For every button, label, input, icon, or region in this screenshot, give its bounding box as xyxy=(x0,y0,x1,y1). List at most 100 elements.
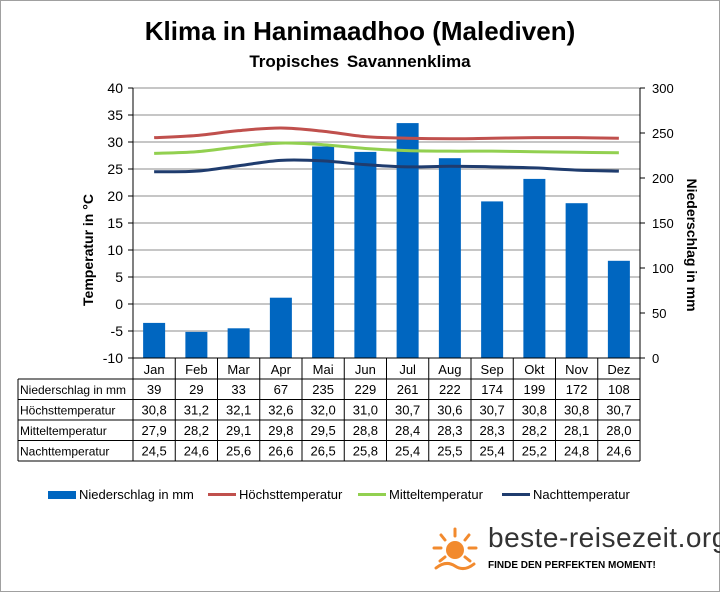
table-cell: 222 xyxy=(439,382,461,397)
y-tick-label-right: 300 xyxy=(652,81,674,96)
y-tick-label-left: 25 xyxy=(107,161,123,177)
line-hoechsttemperatur xyxy=(154,126,619,141)
table-cell: 25,5 xyxy=(437,444,462,459)
table-cell: 30,7 xyxy=(606,403,631,418)
brand-logo[interactable]: beste-reisezeit.org FINDE DEN PERFEKTEN … xyxy=(430,520,720,580)
category-label: Feb xyxy=(185,362,207,377)
table-cell: 28,2 xyxy=(184,423,209,438)
table-cell: 28,3 xyxy=(437,423,462,438)
legend-item-mittel: Mitteltemperatur xyxy=(358,487,483,502)
table-cell: 108 xyxy=(608,382,630,397)
table-cell: 29 xyxy=(189,382,203,397)
category-label: Okt xyxy=(524,362,545,377)
y-tick-label-left: 30 xyxy=(107,134,123,150)
bar-niederschlag xyxy=(312,146,335,358)
table-cell: 29,1 xyxy=(226,423,251,438)
bar-niederschlag xyxy=(438,158,461,358)
table-cell: 25,6 xyxy=(226,444,251,459)
y-tick-label-left: -10 xyxy=(103,350,123,366)
table-cell: 24,6 xyxy=(606,444,631,459)
y-tick-label-right: 250 xyxy=(652,126,674,141)
bar-niederschlag xyxy=(481,201,504,358)
legend-label: Nachttemperatur xyxy=(533,487,630,502)
bar-niederschlag xyxy=(523,178,546,358)
legend-item-hoechst: Höchsttemperatur xyxy=(208,487,342,502)
category-label: Apr xyxy=(271,362,292,377)
table-cell: 30,7 xyxy=(479,403,504,418)
y-tick-label-right: 150 xyxy=(652,216,674,231)
y-tick-label-left: 10 xyxy=(107,242,123,258)
legend-label: Mitteltemperatur xyxy=(389,487,483,502)
category-label: Nov xyxy=(565,362,589,377)
chart-subtitle: Tropisches Savannenklima xyxy=(249,52,471,71)
table-cell: 235 xyxy=(312,382,334,397)
bar-niederschlag xyxy=(396,123,419,358)
y-tick-label-left: 20 xyxy=(107,188,123,204)
category-label: Aug xyxy=(438,362,461,377)
table-cell: 28,8 xyxy=(353,423,378,438)
table-cell: 31,2 xyxy=(184,403,209,418)
line-nachttemperatur xyxy=(154,158,619,174)
legend-label: Niederschlag in mm xyxy=(79,487,194,502)
legend-item-niederschlag: Niederschlag in mm xyxy=(48,487,194,502)
table-cell: 28,2 xyxy=(522,423,547,438)
table-cell: 24,5 xyxy=(141,444,166,459)
table-cell: 30,8 xyxy=(522,403,547,418)
category-label: Jun xyxy=(355,362,376,377)
brand-name: beste-reisezeit.org xyxy=(488,522,720,553)
category-label: Dez xyxy=(607,362,630,377)
table-cell: 27,9 xyxy=(141,423,166,438)
bar-niederschlag xyxy=(354,151,377,358)
table-cell: 261 xyxy=(397,382,419,397)
y-tick-label-right: 50 xyxy=(652,306,666,321)
table-cell: 32,1 xyxy=(226,403,251,418)
sun-icon xyxy=(432,527,478,571)
bar-niederschlag xyxy=(227,328,250,358)
table-cell: 26,6 xyxy=(268,444,293,459)
table-cell: 29,5 xyxy=(310,423,335,438)
table-cell: 31,0 xyxy=(353,403,378,418)
table-cell: 25,2 xyxy=(522,444,547,459)
y-tick-label-left: 35 xyxy=(107,107,123,123)
table-cell: 25,4 xyxy=(395,444,420,459)
y-tick-label-right: 100 xyxy=(652,261,674,276)
table-cell: 33 xyxy=(231,382,245,397)
y-tick-label-right: 200 xyxy=(652,171,674,186)
category-label: Jan xyxy=(144,362,165,377)
bar-niederschlag xyxy=(185,331,208,358)
table-cell: 30,8 xyxy=(141,403,166,418)
table-cell: 229 xyxy=(355,382,377,397)
table-cell: 30,6 xyxy=(437,403,462,418)
left-axis-label: Temperatur in °C xyxy=(80,194,96,306)
table-row-header: Nachttemperatur xyxy=(20,445,109,459)
table-cell: 32,0 xyxy=(310,403,335,418)
table-cell: 39 xyxy=(147,382,161,397)
y-tick-label-left: 5 xyxy=(115,269,123,285)
legend-label: Höchsttemperatur xyxy=(239,487,343,502)
brand-slogan: FINDE DEN PERFEKTEN MOMENT! xyxy=(488,560,656,571)
chart-legend: Niederschlag in mm Höchsttemperatur Mitt… xyxy=(0,487,720,505)
legend-swatch-line xyxy=(502,493,530,496)
legend-item-nacht: Nachttemperatur xyxy=(502,487,630,502)
y-tick-label-left: 0 xyxy=(115,296,123,312)
y-tick-label-right: 0 xyxy=(652,351,659,366)
right-axis-label: Niederschlag in mm xyxy=(684,178,700,312)
bar-niederschlag xyxy=(269,297,292,358)
y-tick-label-left: 15 xyxy=(107,215,123,231)
category-label: Sep xyxy=(481,362,504,377)
table-cell: 25,8 xyxy=(353,444,378,459)
table-row-header: Niederschlag in mm xyxy=(20,383,126,397)
legend-swatch-line xyxy=(208,493,236,496)
y-tick-label-left: 40 xyxy=(107,80,123,96)
line-mitteltemperatur xyxy=(154,141,619,155)
bar-niederschlag xyxy=(607,260,630,358)
legend-swatch-line xyxy=(358,493,386,496)
category-label: Mai xyxy=(313,362,334,377)
table-cell: 28,1 xyxy=(564,423,589,438)
table-cell: 28,4 xyxy=(395,423,420,438)
table-cell: 29,8 xyxy=(268,423,293,438)
table-row-header: Mitteltemperatur xyxy=(20,424,107,438)
bar-niederschlag xyxy=(565,203,588,358)
y-tick-label-left: -5 xyxy=(111,323,124,339)
